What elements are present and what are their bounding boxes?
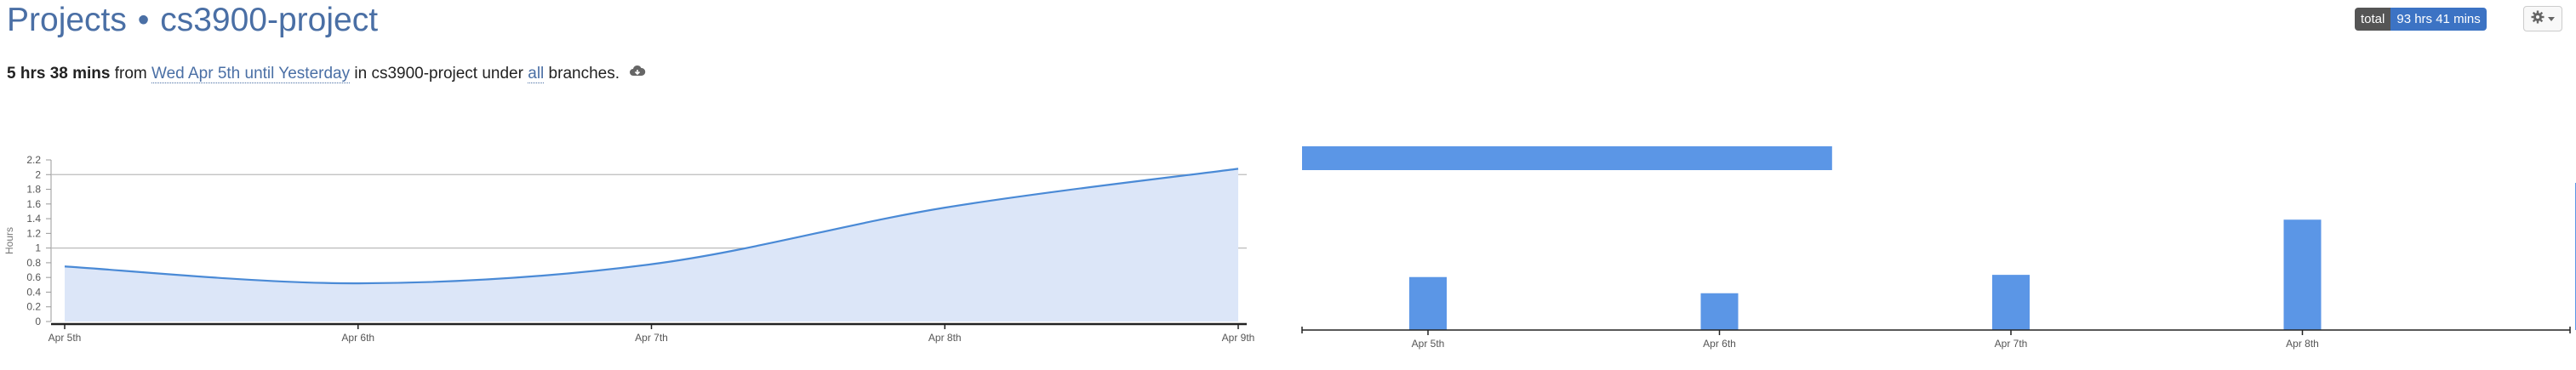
y-tick-label: 1.2 xyxy=(26,227,41,239)
y-tick-label: 0 xyxy=(35,316,41,327)
project-name: cs3900-project xyxy=(160,2,379,38)
bar-apr-5th xyxy=(1409,276,1447,330)
gear-icon xyxy=(2531,10,2545,28)
y-tick-label: 1.8 xyxy=(26,184,41,196)
branches-link[interactable]: all xyxy=(528,65,545,84)
projects-link[interactable]: Projects xyxy=(7,2,127,38)
y-tick-label: 1.6 xyxy=(26,198,41,210)
summary-line: 5 hrs 38 mins from Wed Apr 5th until Yes… xyxy=(7,65,646,84)
date-range-link[interactable]: Wed Apr 5th until Yesterday xyxy=(151,65,351,84)
bar-apr-7th xyxy=(1992,275,2030,330)
y-tick-label: 2 xyxy=(35,168,41,180)
bar-apr-6th xyxy=(1700,293,1739,330)
x-tick-label: Apr 9th xyxy=(1222,332,1255,344)
x-tick-label: Apr 6th xyxy=(341,332,374,344)
x-tick-label: Apr 7th xyxy=(635,332,668,344)
y-axis-label: Hours xyxy=(3,227,15,254)
title-separator: • xyxy=(137,2,150,38)
y-tick-label: 1 xyxy=(35,242,41,254)
y-tick-label: 0.6 xyxy=(26,271,41,283)
x-tick-label: Apr 8th xyxy=(2286,338,2319,350)
y-tick-label: 0.2 xyxy=(26,301,41,313)
bar-apr-8th xyxy=(2283,219,2322,330)
cloud-download-icon[interactable] xyxy=(629,65,646,83)
x-tick-label: Apr 7th xyxy=(1995,338,2028,350)
y-tick-label: 1.4 xyxy=(26,213,41,225)
total-badge-value: 93 hrs 41 mins xyxy=(2390,8,2487,31)
page-title: Projects • cs3900-project xyxy=(7,2,378,39)
y-tick-label: 0.8 xyxy=(26,257,41,269)
settings-button[interactable] xyxy=(2523,6,2562,31)
summary-from: from xyxy=(114,65,147,83)
y-tick-label: 0.4 xyxy=(26,286,41,298)
total-time-badge: total 93 hrs 41 mins xyxy=(2355,8,2487,31)
summary-branches: branches. xyxy=(548,65,620,83)
x-tick-label: Apr 8th xyxy=(928,332,962,344)
series-line xyxy=(64,168,1239,285)
y-tick-label: 2.2 xyxy=(26,154,41,166)
summary-duration: 5 hrs 38 mins xyxy=(7,65,111,83)
hours-area-chart: Hours 0 0.2 0.4 0.6 0.8 1 1.2 1.4 1.6 1.8 2 2.2 Apr 5… xyxy=(3,154,1255,344)
x-tick-label: Apr 5th xyxy=(1412,338,1445,350)
x-tick-label: Apr 6th xyxy=(1703,338,1736,350)
total-badge-label: total xyxy=(2355,8,2391,31)
caret-down-icon xyxy=(2548,11,2555,26)
summary-in-project: in cs3900-project under xyxy=(354,65,523,83)
x-tick-label: Apr 5th xyxy=(49,332,82,344)
top-progress-bar xyxy=(1302,146,1832,170)
